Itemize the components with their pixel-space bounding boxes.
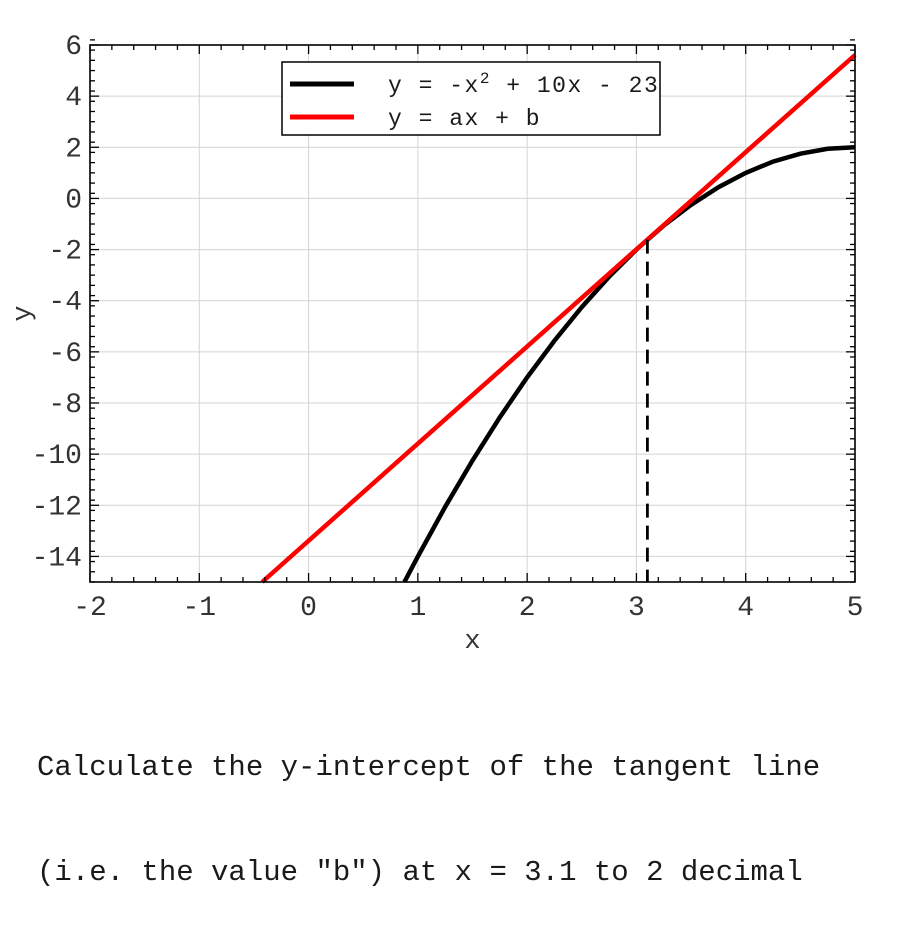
x-tick-label: -1	[182, 593, 216, 624]
y-tick-label: 4	[65, 83, 82, 114]
x-tick-label: 2	[519, 593, 536, 624]
y-axis-label: y	[9, 305, 39, 321]
y-tick-label: -14	[32, 543, 82, 574]
x-tick-label: 5	[847, 593, 864, 624]
legend-entry-label: y = ax + b	[388, 106, 541, 132]
parabola-curve	[402, 145, 856, 584]
y-tick-label: 0	[65, 185, 82, 216]
question-text: Calculate the y-intercept of the tangent…	[37, 680, 867, 930]
legend-entry-label: y = -x2 + 10x - 23	[388, 70, 659, 99]
y-tick-label: -10	[32, 441, 82, 472]
plot-frame	[89, 44, 856, 583]
x-axis-label: x	[464, 627, 480, 657]
question-line-1: Calculate the y-intercept of the tangent…	[37, 751, 821, 784]
y-tick-label: -2	[48, 237, 82, 268]
x-tick-label: 1	[409, 593, 426, 624]
y-tick-label: 2	[65, 134, 82, 165]
legend-box	[281, 61, 661, 136]
y-tick-label: -4	[48, 288, 82, 319]
y-tick-label: -6	[48, 339, 82, 370]
y-tick-label: -8	[48, 390, 82, 421]
question-line-2: (i.e. the value "b") at x = 3.1 to 2 dec…	[37, 856, 803, 889]
x-tick-label: 0	[300, 593, 317, 624]
x-tick-label: 4	[737, 593, 754, 624]
tangent-line	[260, 53, 857, 584]
x-tick-label: 3	[628, 593, 645, 624]
y-tick-label: -12	[32, 492, 82, 523]
x-tick-label: -2	[73, 593, 107, 624]
y-tick-label: 6	[65, 32, 82, 63]
